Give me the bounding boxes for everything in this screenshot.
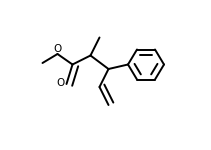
- Text: O: O: [56, 78, 65, 87]
- Text: O: O: [53, 44, 62, 54]
